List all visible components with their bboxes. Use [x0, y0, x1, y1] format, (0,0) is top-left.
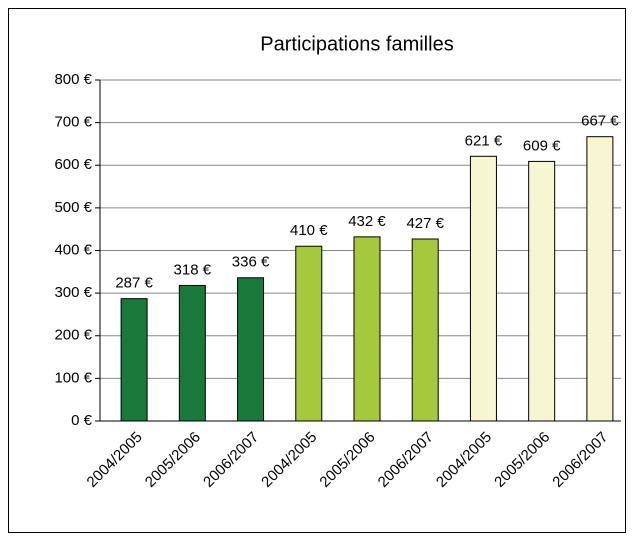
chart-title: Participations familles — [260, 33, 453, 55]
value-label: 318 € — [174, 261, 212, 278]
y-tick-label: 0 € — [71, 412, 93, 429]
value-label: 621 € — [465, 132, 503, 149]
y-tick-label: 700 € — [54, 114, 92, 131]
bar — [120, 298, 148, 422]
value-label: 432 € — [348, 213, 386, 230]
bar — [353, 236, 381, 422]
bar — [411, 238, 439, 422]
bar — [586, 136, 614, 422]
y-tick-label: 500 € — [54, 199, 92, 216]
y-tick-label: 400 € — [54, 241, 92, 258]
value-label: 336 € — [232, 254, 270, 271]
y-tick-label: 800 € — [54, 71, 92, 88]
value-label: 410 € — [290, 222, 328, 239]
value-label: 427 € — [406, 215, 444, 232]
value-label: 667 € — [581, 113, 619, 130]
bar — [528, 160, 556, 422]
bar — [469, 155, 497, 422]
y-tick-label: 200 € — [54, 327, 92, 344]
y-tick-label: 300 € — [54, 284, 92, 301]
y-tick-label: 100 € — [54, 369, 92, 386]
bar — [237, 277, 265, 422]
bar — [178, 284, 206, 422]
bar — [295, 245, 323, 422]
y-tick-label: 600 € — [54, 156, 92, 173]
value-label: 609 € — [523, 137, 561, 154]
value-label: 287 € — [115, 275, 153, 292]
